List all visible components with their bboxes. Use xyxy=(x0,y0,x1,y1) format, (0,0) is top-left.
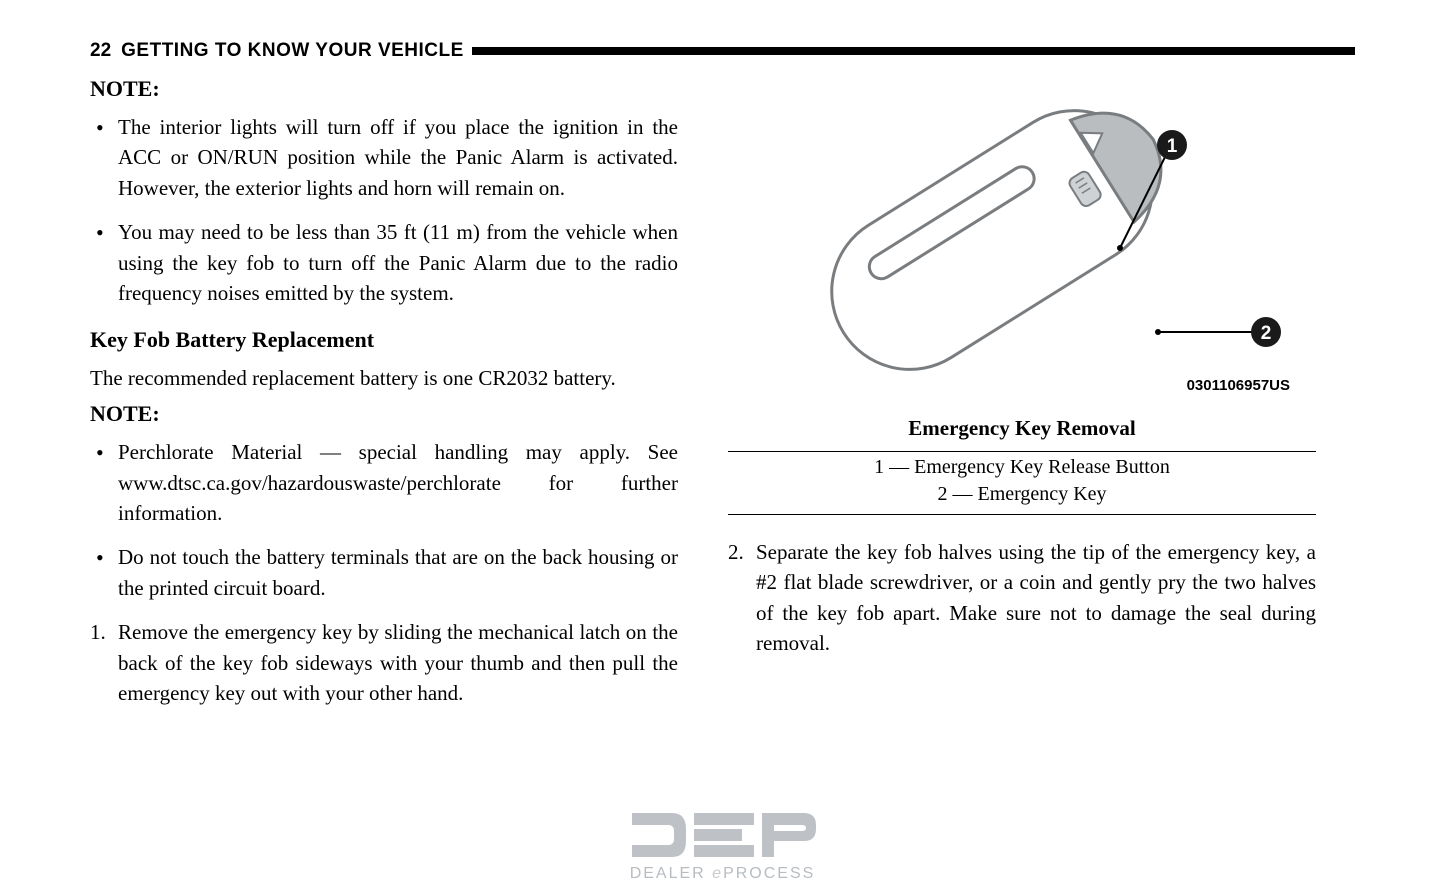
watermark-text: DEALER ePROCESS xyxy=(628,865,818,883)
step-text: Remove the emergency key by sliding the … xyxy=(118,620,678,705)
procedure-list: 2. Separate the key fob halves using the… xyxy=(728,537,1316,659)
section-paragraph: The recommended replacement battery is o… xyxy=(90,363,678,393)
manual-page: 22 GETTING TO KNOW YOUR VEHICLE NOTE: Th… xyxy=(0,0,1445,895)
figure-callout-legend: 1 — Emergency Key Release Button 2 — Eme… xyxy=(728,451,1316,515)
figure-image-id: 0301106957US xyxy=(1187,377,1290,394)
callout-line: 2 — Emergency Key xyxy=(728,481,1316,508)
note-bullet-list: The interior lights will turn off if you… xyxy=(90,112,678,309)
procedure-step: 2. Separate the key fob halves using the… xyxy=(756,537,1316,659)
step-text: Separate the key fob halves using the ti… xyxy=(756,540,1316,655)
watermark: DEALER ePROCESS xyxy=(628,807,818,883)
chapter-title: GETTING TO KNOW YOUR VEHICLE xyxy=(121,40,464,62)
note-bullet: The interior lights will turn off if you… xyxy=(118,112,678,203)
note-bullet: Perchlorate Material — special handling … xyxy=(118,437,678,528)
note-bullet: Do not touch the battery terminals that … xyxy=(118,542,678,603)
left-column: NOTE: The interior lights will turn off … xyxy=(90,70,678,723)
key-fob-diagram-svg: 1 2 0301106957US xyxy=(742,70,1302,410)
two-column-layout: NOTE: The interior lights will turn off … xyxy=(90,70,1355,723)
step-number: 1. xyxy=(90,617,106,647)
note-bullet-list: Perchlorate Material — special handling … xyxy=(90,437,678,603)
callout-badge-1: 1 xyxy=(1167,136,1178,157)
note-heading: NOTE: xyxy=(90,401,678,427)
note-bullet: You may need to be less than 35 ft (11 m… xyxy=(118,217,678,308)
right-column: 1 2 0301106957US Emergency Key Removal 1… xyxy=(728,70,1316,723)
procedure-step: 1. Remove the emergency key by sliding t… xyxy=(118,617,678,708)
figure: 1 2 0301106957US Emergency Key Removal 1… xyxy=(728,70,1316,515)
dep-logo-icon xyxy=(628,807,818,863)
figure-caption: Emergency Key Removal xyxy=(728,416,1316,441)
header-rule xyxy=(472,47,1355,55)
procedure-list: 1. Remove the emergency key by sliding t… xyxy=(90,617,678,708)
page-number: 22 xyxy=(90,40,111,62)
callout-line: 1 — Emergency Key Release Button xyxy=(728,454,1316,481)
step-number: 2. xyxy=(728,537,744,567)
page-header: 22 GETTING TO KNOW YOUR VEHICLE xyxy=(90,40,1355,62)
section-heading: Key Fob Battery Replacement xyxy=(90,327,678,353)
callout-badge-2: 2 xyxy=(1261,323,1272,344)
note-heading: NOTE: xyxy=(90,76,678,102)
